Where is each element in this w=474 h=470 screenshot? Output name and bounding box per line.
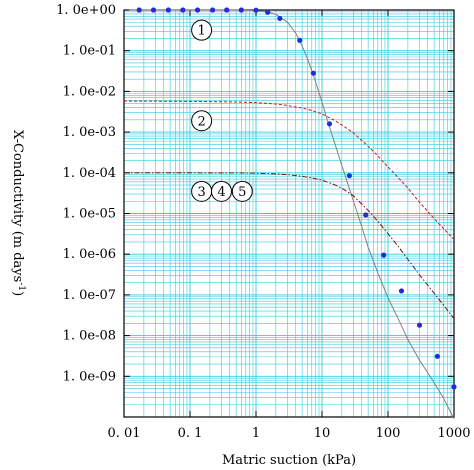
data-point bbox=[451, 384, 457, 390]
curve-label-circle bbox=[191, 19, 213, 41]
tick-labels: 0. 01 0. 1 1 10 100 1000 1. 0e+00 1. 0e-01 1. 0e… bbox=[56, 3, 470, 441]
series-line-2 bbox=[123, 100, 455, 240]
data-point bbox=[381, 252, 387, 258]
x-tick-label: 1 bbox=[252, 426, 260, 441]
x-tick-label: 1000 bbox=[437, 426, 470, 441]
curve-label-text: 3 bbox=[197, 185, 205, 200]
curve-label-circle bbox=[191, 110, 213, 132]
x-tick-label: 100 bbox=[376, 426, 401, 441]
curve-label-3: 3 bbox=[191, 180, 213, 202]
y-tick-label: 1. 0e+00 bbox=[56, 3, 116, 18]
series-line-1 bbox=[129, 9, 455, 420]
data-point bbox=[346, 173, 352, 179]
data-point bbox=[150, 7, 157, 13]
data-point bbox=[416, 322, 423, 328]
curve-label-circle bbox=[210, 180, 232, 202]
data-point bbox=[253, 7, 259, 13]
y-axis-title-superscript: -1 bbox=[16, 282, 26, 291]
data-point bbox=[398, 288, 405, 294]
data-point bbox=[297, 37, 303, 43]
y-tick-label: 1. 0e-08 bbox=[63, 329, 116, 344]
data-point bbox=[434, 353, 440, 359]
curve-label-text: 4 bbox=[217, 185, 225, 200]
data-point bbox=[194, 7, 201, 13]
y-tick-label: 1. 0e-09 bbox=[63, 369, 116, 384]
axis-ticks bbox=[123, 9, 455, 417]
series-lines bbox=[123, 9, 455, 420]
y-tick-label: 1. 0e-06 bbox=[63, 247, 116, 262]
y-tick-label: 1. 0e-03 bbox=[63, 125, 116, 140]
y-tick-label: 1. 0e-04 bbox=[63, 166, 116, 181]
data-point bbox=[209, 7, 216, 13]
curve-label-5: 5 bbox=[231, 180, 253, 202]
y-axis-title: X-Conductivity (m days-1) bbox=[10, 130, 26, 296]
curve-label-4: 4 bbox=[210, 180, 232, 202]
grid bbox=[123, 10, 454, 418]
y-tick-label: 1. 0e-01 bbox=[63, 44, 116, 59]
data-point bbox=[363, 212, 369, 218]
data-point bbox=[326, 121, 333, 127]
y-tick-label: 1. 0e-02 bbox=[63, 84, 116, 99]
data-point bbox=[277, 15, 283, 22]
data-point bbox=[265, 9, 271, 15]
y-axis-title-main: X-Conductivity (m days bbox=[10, 130, 25, 283]
y-tick-label: 1. 0e-05 bbox=[63, 207, 116, 222]
data-point bbox=[238, 7, 244, 13]
curve-label-2: 2 bbox=[191, 110, 213, 132]
curve-label-circle bbox=[231, 180, 253, 202]
y-tick-label: 1. 0e-07 bbox=[63, 288, 116, 303]
curve-label-text: 5 bbox=[238, 185, 246, 200]
series-line-3 bbox=[124, 172, 455, 320]
curve-label-text: 2 bbox=[197, 114, 205, 129]
data-point bbox=[136, 7, 142, 13]
data-point bbox=[180, 7, 186, 13]
data-point bbox=[310, 70, 316, 76]
data-point bbox=[165, 7, 171, 13]
x-axis-title: Matric suction (kPa) bbox=[222, 453, 356, 468]
data-point bbox=[224, 7, 230, 13]
y-axis-title-close: ) bbox=[10, 291, 25, 296]
curve-label-text: 1 bbox=[197, 24, 205, 39]
x-tick-label: 0. 01 bbox=[107, 426, 140, 441]
curve-annotations: 1 2 3 4 5 bbox=[191, 19, 253, 202]
series-markers bbox=[136, 7, 457, 390]
curve-label-1: 1 bbox=[191, 19, 213, 41]
x-tick-label: 10 bbox=[314, 426, 331, 441]
x-tick-label: 0. 1 bbox=[178, 426, 203, 441]
